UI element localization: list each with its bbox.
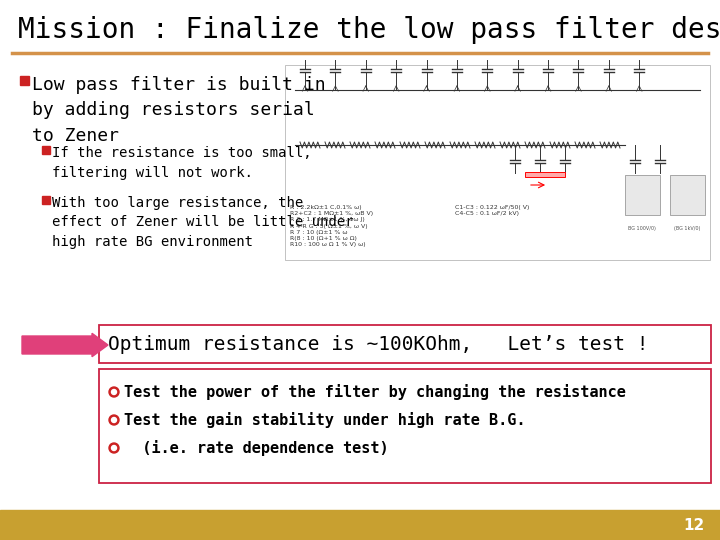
FancyArrow shape	[22, 333, 108, 357]
Circle shape	[112, 446, 117, 450]
FancyBboxPatch shape	[99, 369, 711, 483]
Text: 12: 12	[684, 517, 705, 532]
Bar	[625, 175, 660, 215]
Text: With too large resistance, the
effect of Zener will be little under
high rate BG: With too large resistance, the effect of…	[52, 196, 354, 249]
Bar	[20, 76, 29, 84]
Text: Mission : Finalize the low pass filter design: Mission : Finalize the low pass filter d…	[18, 16, 720, 44]
Circle shape	[112, 389, 117, 395]
Bar	[525, 172, 565, 177]
Text: (BG 1kV/0): (BG 1kV/0)	[674, 226, 700, 231]
Circle shape	[109, 387, 119, 397]
Bar	[0, 510, 720, 540]
Circle shape	[109, 443, 119, 453]
FancyBboxPatch shape	[99, 325, 711, 363]
Circle shape	[112, 417, 117, 422]
Bar	[42, 146, 50, 154]
Text: Low pass filter is built in
by adding resistors serial
to Zener: Low pass filter is built in by adding re…	[32, 76, 325, 145]
Text: BG 100V/0): BG 100V/0)	[628, 226, 656, 231]
Text: (i.e. rate dependence test): (i.e. rate dependence test)	[124, 440, 389, 456]
Circle shape	[109, 415, 119, 425]
Text: C1-C3 : 0.122 ωF/50( V)
C4-C5 : 0.1 ωF/2 kV): C1-C3 : 0.122 ωF/50( V) C4-C5 : 0.1 ωF/2…	[455, 205, 529, 216]
Text: R : 2.2kΩ±1 C,0.1% ω)
R2+C2 : 1 MΩ±1 %, ωB V)
R 3 : 1.7 MΩ±1 %, 1ω J)
R 4-R G : : R : 2.2kΩ±1 C,0.1% ω) R2+C2 : 1 MΩ±1 %, …	[290, 205, 373, 247]
Bar	[42, 196, 50, 204]
Text: Test the power of the filter by changing the resistance: Test the power of the filter by changing…	[124, 384, 626, 400]
Bar	[670, 175, 705, 215]
Text: If the resistance is too small,
filtering will not work.: If the resistance is too small, filterin…	[52, 146, 312, 179]
Text: Test the gain stability under high rate B.G.: Test the gain stability under high rate …	[124, 412, 526, 428]
Text: Optimum resistance is ~100KOhm,   Let’s test !: Optimum resistance is ~100KOhm, Let’s te…	[108, 334, 649, 354]
Bar	[285, 65, 710, 260]
